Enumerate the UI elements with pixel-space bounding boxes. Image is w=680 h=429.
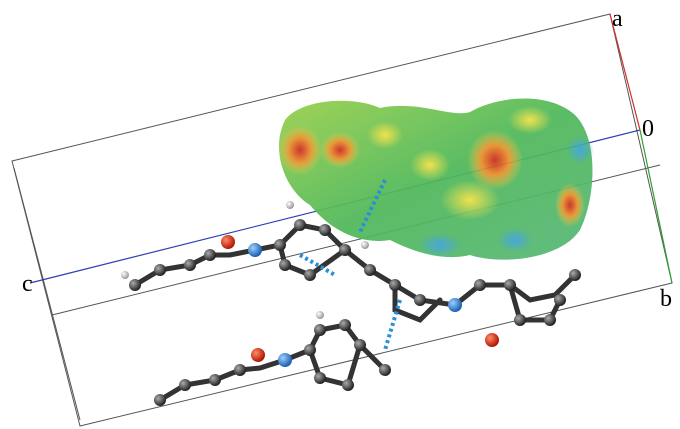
axis-label-b: b	[660, 286, 672, 312]
b-axis	[640, 130, 672, 283]
axis-label-c: c	[22, 271, 33, 297]
axis-label-a: a	[612, 6, 623, 32]
axis-label-origin: 0	[642, 116, 654, 142]
figure: a 0 c b	[0, 0, 680, 429]
molecule-2	[154, 311, 391, 406]
